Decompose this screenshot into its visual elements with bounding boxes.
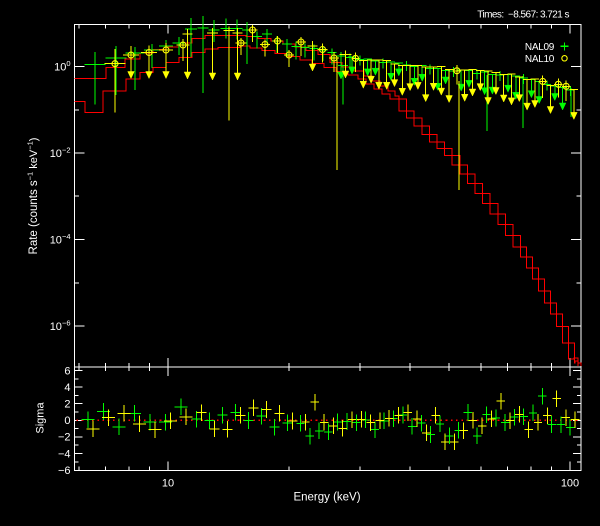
svg-text:10: 10	[162, 478, 174, 490]
svg-text:Rate (counts s−1 keV−1): Rate (counts s−1 keV−1)	[26, 138, 41, 255]
svg-text:NAL09: NAL09	[525, 42, 555, 53]
svg-text:−2: −2	[58, 432, 71, 444]
svg-text:6: 6	[64, 365, 70, 377]
svg-text:−6: −6	[58, 465, 71, 477]
svg-text:Sigma: Sigma	[35, 402, 47, 434]
svg-text:−4: −4	[58, 448, 71, 460]
svg-text:Energy (keV): Energy (keV)	[293, 492, 360, 504]
svg-text:0: 0	[64, 415, 70, 427]
svg-text:NAL10: NAL10	[525, 54, 555, 65]
svg-text:100: 100	[561, 478, 579, 490]
svg-text:Times: −8.567: 3.721 s: Times: −8.567: 3.721 s	[477, 10, 569, 21]
svg-text:2: 2	[64, 399, 70, 411]
svg-text:4: 4	[64, 382, 70, 394]
